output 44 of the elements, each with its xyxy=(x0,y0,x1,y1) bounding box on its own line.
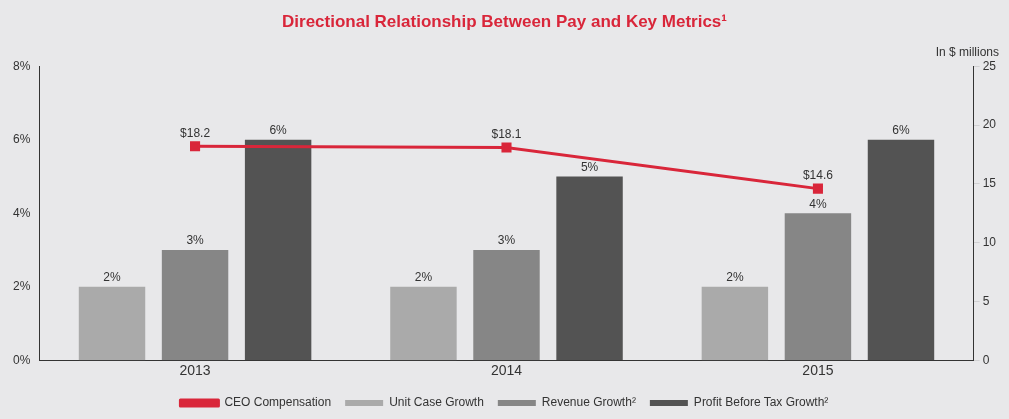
bar xyxy=(473,250,540,361)
data-label: 2% xyxy=(414,270,433,285)
y2-tick-label: 20 xyxy=(982,117,997,132)
point xyxy=(501,142,512,153)
bar xyxy=(78,286,146,361)
y2-tick-label: 5 xyxy=(982,293,990,308)
data-label: 6% xyxy=(269,123,288,138)
point xyxy=(190,141,201,152)
legend-label: Revenue Growth² xyxy=(541,395,636,410)
y2-tick-label: 25 xyxy=(982,58,997,73)
data-label: $18.2 xyxy=(180,125,211,140)
data-label: $18.1 xyxy=(491,126,522,141)
legend-label: Unit Case Growth xyxy=(389,395,484,410)
bar xyxy=(244,139,312,361)
data-label: 2% xyxy=(103,270,122,285)
bar xyxy=(161,250,229,361)
legend-label: Profit Before Tax Growth² xyxy=(693,395,829,410)
bar xyxy=(390,286,457,361)
y-tick-label: 0% xyxy=(13,352,31,367)
bar xyxy=(867,139,935,361)
bar xyxy=(784,213,852,361)
y2-tick-label: 0 xyxy=(982,352,990,367)
data-label: $14.6 xyxy=(802,167,834,182)
point xyxy=(812,183,823,194)
x-tick-label: 2014 xyxy=(490,362,523,379)
data-label: 3% xyxy=(497,233,516,248)
x-tick-label: 2013 xyxy=(179,362,211,379)
y-tick-label: 6% xyxy=(13,132,31,147)
y-tick-label: 8% xyxy=(13,58,31,73)
data-label: 4% xyxy=(809,196,827,211)
y2-tick-label: 15 xyxy=(982,176,997,191)
y2-tick-label: 10 xyxy=(982,234,997,249)
data-label: 5% xyxy=(580,159,599,174)
y-tick-label: 2% xyxy=(13,279,31,294)
y2-axis-title: In $ millions xyxy=(935,44,999,59)
data-label: 3% xyxy=(186,233,205,248)
data-label: 2% xyxy=(726,270,744,285)
chart-title: Directional Relationship Between Pay and Key Metrics¹ xyxy=(282,11,728,31)
x-tick-label: 2015 xyxy=(802,362,834,379)
bar xyxy=(556,176,623,361)
legend-label: CEO Compensation xyxy=(224,395,332,410)
y-tick-label: 4% xyxy=(13,205,31,220)
data-label: 6% xyxy=(892,123,910,138)
bar xyxy=(701,286,769,361)
